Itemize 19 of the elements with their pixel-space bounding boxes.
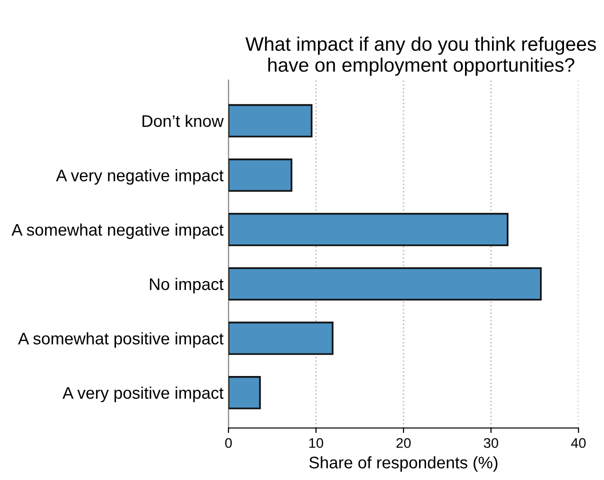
bar xyxy=(228,376,261,410)
x-tick-label: 20 xyxy=(396,438,411,448)
x-tick-label: 10 xyxy=(309,438,324,448)
bar xyxy=(228,322,334,355)
bar xyxy=(228,104,312,138)
x-tick-label: 30 xyxy=(484,438,498,448)
y-tick-label: A very positive impact xyxy=(62,386,224,402)
y-tick-label: A very negative impact xyxy=(56,169,224,185)
y-tick-label: Don’t know xyxy=(142,114,224,127)
y-tick-label: A somewhat negative impact xyxy=(12,223,224,240)
x-tick-label: 0 xyxy=(225,438,232,448)
bar xyxy=(228,267,542,301)
y-tick-label: No impact xyxy=(150,278,224,294)
y-tick-label: A somewhat positive impact xyxy=(18,332,224,348)
x-axis-title: Share of respondents (%) xyxy=(309,456,498,472)
bar xyxy=(228,158,292,192)
bar xyxy=(228,212,508,246)
chart-title: What impact if any do you think refugees have on employment opportunities? xyxy=(245,36,596,76)
x-tick-label: 40 xyxy=(571,438,586,448)
